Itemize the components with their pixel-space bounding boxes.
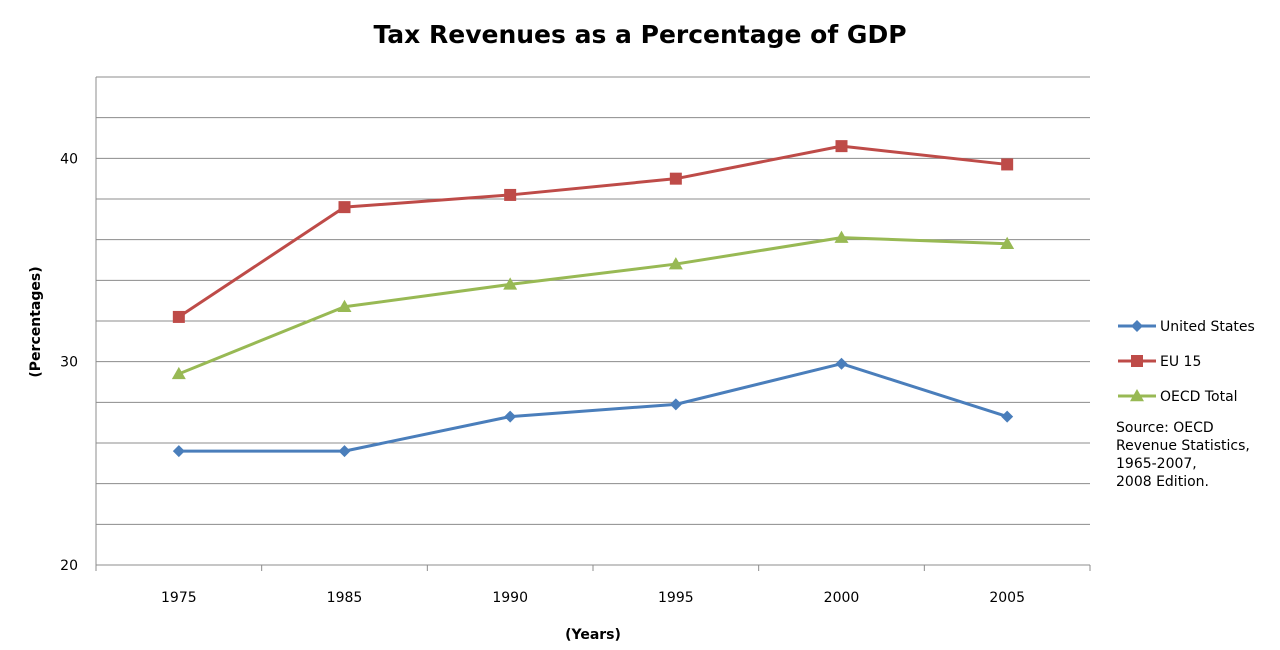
legend-label: OECD Total xyxy=(1160,389,1238,405)
source-note-line-2: Revenue Statistics, xyxy=(1116,438,1250,454)
series-layer xyxy=(171,140,1015,458)
y-tick-label: 20 xyxy=(60,558,78,574)
x-tick-label: 1975 xyxy=(161,590,197,606)
legend-item-oecd-total: OECD Total xyxy=(1118,389,1238,405)
data-point-oecd-total xyxy=(503,277,518,290)
legend-label: United States xyxy=(1160,319,1255,335)
data-point-united-states xyxy=(504,410,517,423)
y-tick-label: 40 xyxy=(60,151,78,167)
legend-marker xyxy=(1131,320,1143,332)
data-point-united-states xyxy=(835,357,848,370)
gridlines xyxy=(96,76,1090,525)
x-tick-label: 2000 xyxy=(824,590,860,606)
data-point-oecd-total xyxy=(337,299,352,313)
x-tick-label: 1990 xyxy=(492,590,528,606)
data-point-eu-15 xyxy=(172,310,185,323)
series-line-oecd-total xyxy=(177,236,1009,376)
plot-axes xyxy=(95,77,1091,571)
source-note-line-4: 2008 Edition. xyxy=(1116,474,1209,490)
source-note-line-1: Source: OECD xyxy=(1116,420,1214,436)
legend-marker xyxy=(1131,355,1143,367)
legend: United States EU 15 OECD Total xyxy=(1118,319,1255,405)
source-note-line-3: 1965-2007, xyxy=(1116,456,1197,472)
source-note: Source: OECD Revenue Statistics, 1965-20… xyxy=(1116,420,1254,490)
legend-marker xyxy=(1130,389,1144,402)
data-point-oecd-total xyxy=(668,257,683,270)
x-tick-labels: 1975 1985 1990 1995 2000 2005 xyxy=(161,590,1025,606)
x-tick-label: 1995 xyxy=(658,590,694,606)
data-point-oecd-total xyxy=(171,366,186,380)
series-line-united-states xyxy=(177,362,1009,453)
series-eu-15 xyxy=(172,140,1014,323)
data-point-eu-15 xyxy=(669,172,682,185)
data-point-oecd-total xyxy=(834,230,849,243)
data-point-eu-15 xyxy=(835,140,848,153)
series-line-eu-15 xyxy=(177,144,1009,319)
chart-title: Tax Revenues as a Percentage of GDP xyxy=(373,20,906,49)
y-axis-title: (Percentages) xyxy=(28,266,44,377)
data-point-eu-15 xyxy=(338,201,351,214)
data-point-united-states xyxy=(338,445,351,458)
legend-label: EU 15 xyxy=(1160,354,1201,370)
x-tick-label: 2005 xyxy=(989,590,1025,606)
legend-item-united-states: United States xyxy=(1118,319,1255,335)
x-axis-title: (Years) xyxy=(565,627,621,643)
data-point-eu-15 xyxy=(504,188,517,201)
data-point-united-states xyxy=(1001,410,1014,423)
series-oecd-total xyxy=(171,230,1015,380)
y-tick-labels: 20 30 40 xyxy=(60,151,78,574)
data-point-eu-15 xyxy=(1001,158,1014,171)
y-tick-label: 30 xyxy=(60,355,78,371)
data-point-oecd-total xyxy=(1000,236,1015,249)
data-point-united-states xyxy=(172,445,185,458)
x-tick-label: 1985 xyxy=(327,590,363,606)
series-united-states xyxy=(172,357,1014,458)
legend-item-eu-15: EU 15 xyxy=(1118,354,1201,370)
data-point-united-states xyxy=(669,398,682,411)
